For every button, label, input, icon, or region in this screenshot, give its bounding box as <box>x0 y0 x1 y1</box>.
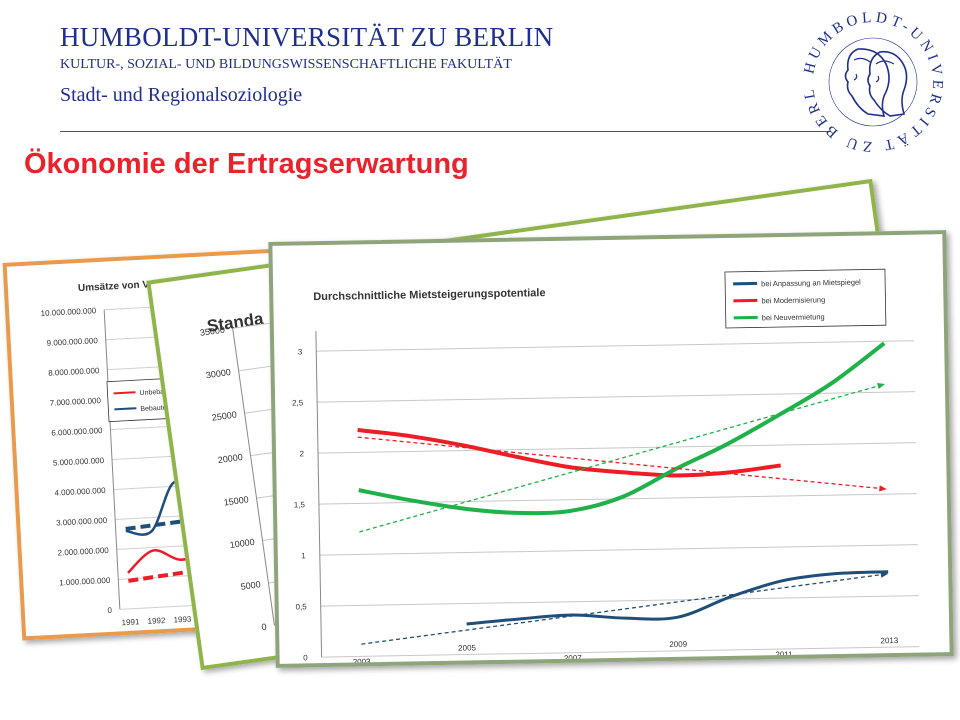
trend-arrowhead <box>880 571 889 578</box>
trend-line <box>361 573 889 645</box>
x-tick-label: 2009 <box>669 640 688 649</box>
y-tick-label: 1,5 <box>294 500 306 509</box>
y-tick-label: 1.000.000.000 <box>59 576 111 588</box>
legend-label: bei Modernisierung <box>761 295 825 305</box>
chart-rent-potential: Durchschnittliche Mietsteigerungspotenti… <box>292 268 920 664</box>
gridline <box>321 646 920 658</box>
legend-label: bei Neuvermietung <box>762 312 825 322</box>
chart-title: Durchschnittliche Mietsteigerungspotenti… <box>313 287 545 303</box>
x-tick-label: 1991 <box>121 617 140 627</box>
department-name: Stadt- und Regionalsoziologie <box>60 84 303 106</box>
x-tick-label: 2003 <box>353 657 372 664</box>
y-tick-label: 35000 <box>199 325 225 338</box>
y-tick-label: 3.000.000.000 <box>56 516 108 528</box>
gridline <box>316 340 915 352</box>
series-line <box>358 341 886 516</box>
y-tick-label: 10000 <box>229 537 255 550</box>
y-axis <box>232 328 275 626</box>
trend-arrowhead <box>879 485 887 492</box>
y-tick-label: 10.000.000.000 <box>40 306 97 318</box>
legend-label: Bebaute Gru <box>140 404 180 413</box>
trend-line <box>357 436 887 490</box>
y-tick-label: 15000 <box>223 494 249 507</box>
legend-swatch <box>113 391 136 395</box>
y-tick-label: 0 <box>107 606 112 615</box>
y-tick-label: 20000 <box>217 452 243 465</box>
y-tick-label: 2,5 <box>292 398 304 407</box>
y-tick-label: 0 <box>261 622 267 633</box>
gridline <box>320 595 919 607</box>
y-tick-label: 5000 <box>240 579 261 592</box>
legend-label: bei Anpassung an Mietspiegel <box>761 278 861 289</box>
y-tick-label: 30000 <box>205 367 231 380</box>
series-line <box>466 570 889 626</box>
header-divider <box>60 131 830 132</box>
legend-label: Unbebaute G <box>139 388 181 397</box>
y-tick-label: 25000 <box>211 409 237 422</box>
y-tick-label: 8.000.000.000 <box>48 366 100 378</box>
legend-swatch <box>114 407 137 411</box>
x-tick-label: 1992 <box>147 616 166 626</box>
y-tick-label: 3 <box>298 347 303 356</box>
slide-title: Ökonomie der Ertragserwartung <box>24 148 469 180</box>
y-tick-label: 0 <box>303 653 308 662</box>
y-tick-label: 9.000.000.000 <box>46 336 98 348</box>
x-tick-label: 2011 <box>775 650 793 659</box>
y-tick-label: 1 <box>301 551 306 560</box>
y-tick-label: 5.000.000.000 <box>53 456 105 468</box>
y-axis <box>103 309 121 610</box>
y-tick-label: 6.000.000.000 <box>51 426 103 438</box>
chart-card-rent-potential: Durchschnittliche Mietsteigerungspotenti… <box>268 230 954 668</box>
y-tick-label: 4.000.000.000 <box>54 486 106 498</box>
y-tick-label: 7.000.000.000 <box>50 396 102 408</box>
y-tick-label: 2 <box>300 449 305 458</box>
trend-arrowhead <box>876 383 885 390</box>
university-name: HUMBOLDT-UNIVERSITÄT ZU BERLIN <box>60 22 554 52</box>
trend-line <box>359 383 886 533</box>
gridline <box>319 544 918 556</box>
faculty-name: KULTUR-, SOZIAL- UND BILDUNGSWISSENSCHAF… <box>60 57 512 72</box>
x-tick-label: 2013 <box>880 636 899 645</box>
x-tick-label: 2005 <box>458 643 477 652</box>
svg-text:HUMBOLDT-UNIVERSITÄT ZU BERLIN: HUMBOLDT-UNIVERSITÄT ZU BERLIN <box>788 4 945 154</box>
y-tick-label: 0,5 <box>296 602 308 611</box>
y-axis <box>315 331 323 658</box>
y-tick-label: 2.000.000.000 <box>57 546 109 558</box>
gridline <box>318 442 916 454</box>
series-line <box>357 427 781 478</box>
x-tick-label: 1993 <box>173 615 192 625</box>
x-tick-label: 2007 <box>564 654 583 663</box>
university-seal-logo: HUMBOLDT-UNIVERSITÄT ZU BERLIN <box>788 4 945 154</box>
legend-box <box>724 268 887 329</box>
